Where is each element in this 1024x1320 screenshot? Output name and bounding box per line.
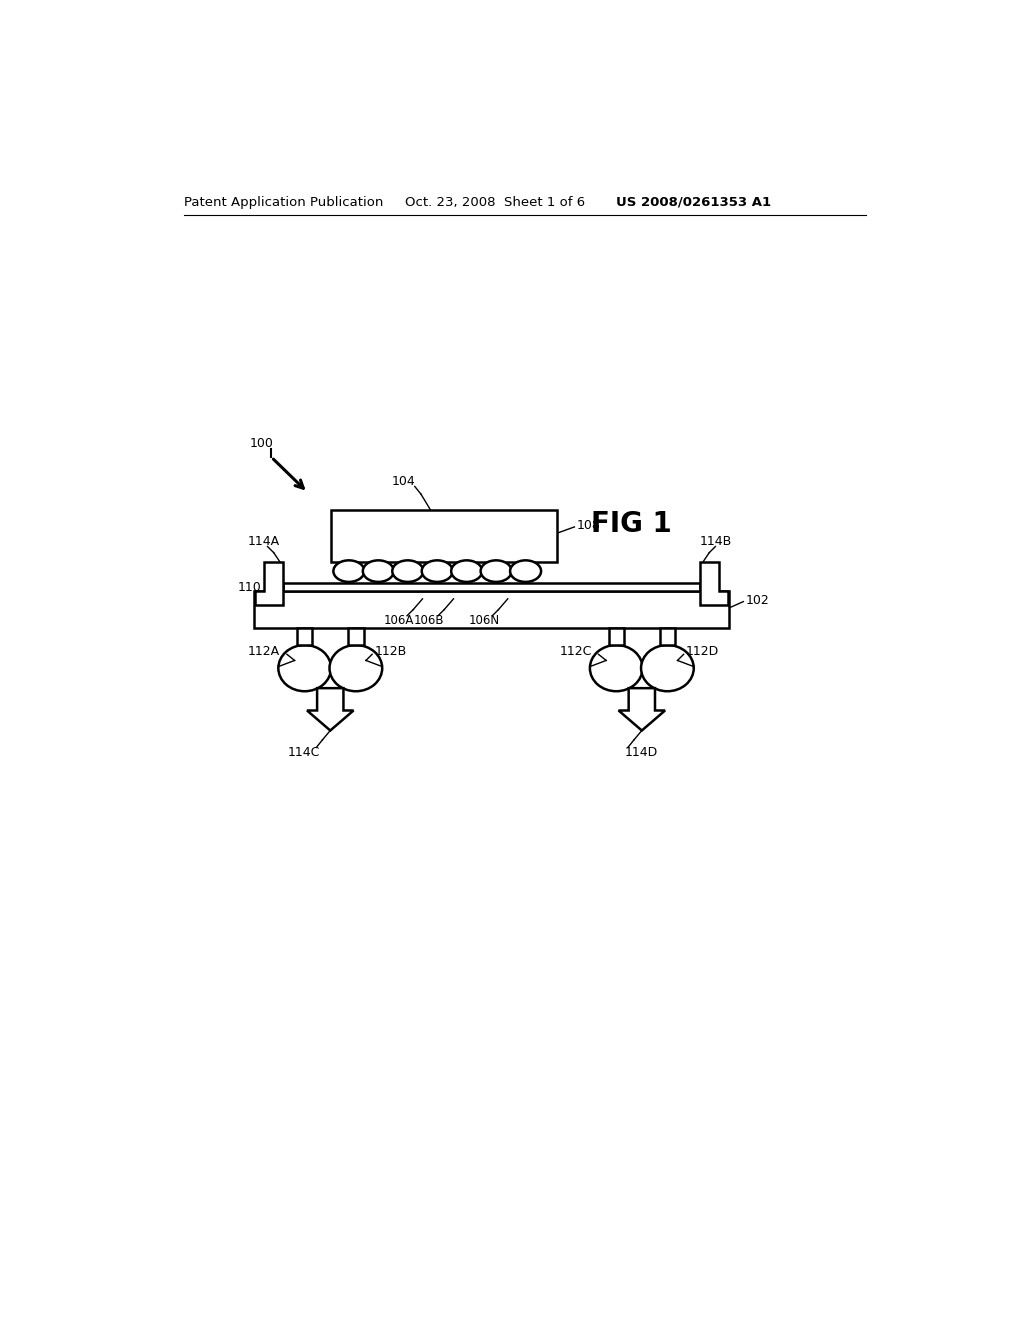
Ellipse shape [422,561,453,582]
Text: 114C: 114C [288,746,321,759]
Ellipse shape [330,645,382,692]
Text: 106B: 106B [414,614,443,627]
Bar [283,583,700,591]
Ellipse shape [480,561,512,582]
Text: 106N: 106N [469,614,500,627]
Ellipse shape [590,645,643,692]
Polygon shape [307,688,353,730]
Bar [348,628,364,645]
Text: 114A: 114A [248,536,281,548]
Ellipse shape [392,561,423,582]
Text: Oct. 23, 2008  Sheet 1 of 6: Oct. 23, 2008 Sheet 1 of 6 [406,195,586,209]
Text: 112D: 112D [686,644,719,657]
Bar [297,628,312,645]
Text: 112A: 112A [248,644,281,657]
Text: FIG 1: FIG 1 [592,510,672,539]
Text: 106A: 106A [384,614,414,627]
Bar [331,510,557,562]
Text: 114D: 114D [625,746,658,759]
Bar [659,628,675,645]
Ellipse shape [641,645,693,692]
Ellipse shape [510,561,541,582]
Bar [254,591,729,628]
Text: 112B: 112B [375,644,407,657]
Text: 114B: 114B [700,536,732,548]
Ellipse shape [362,561,394,582]
Text: 102: 102 [745,594,769,607]
Polygon shape [700,562,728,605]
Text: US 2008/0261353 A1: US 2008/0261353 A1 [616,195,771,209]
Ellipse shape [334,561,365,582]
Text: 104: 104 [391,474,416,487]
Polygon shape [618,688,665,730]
Text: 108: 108 [577,519,601,532]
Bar [608,628,624,645]
Text: 100: 100 [250,437,273,450]
Text: Patent Application Publication: Patent Application Publication [183,195,383,209]
Polygon shape [255,562,283,605]
Ellipse shape [279,645,331,692]
Ellipse shape [452,561,482,582]
Text: 112C: 112C [560,644,592,657]
Text: 110: 110 [238,581,262,594]
